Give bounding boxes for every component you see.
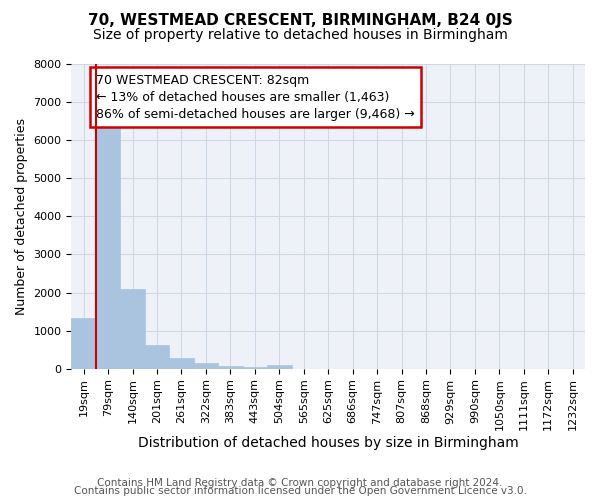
Bar [242,367,267,368]
Bar [96,118,121,368]
Text: 70, WESTMEAD CRESCENT, BIRMINGHAM, B24 0JS: 70, WESTMEAD CRESCENT, BIRMINGHAM, B24 0… [88,12,512,28]
Y-axis label: Number of detached properties: Number of detached properties [15,118,28,315]
Bar [194,363,218,368]
Bar [218,366,242,368]
Bar [121,288,145,368]
Bar [71,318,96,368]
Text: Size of property relative to detached houses in Birmingham: Size of property relative to detached ho… [92,28,508,42]
Text: 70 WESTMEAD CRESCENT: 82sqm
← 13% of detached houses are smaller (1,463)
86% of : 70 WESTMEAD CRESCENT: 82sqm ← 13% of det… [97,74,415,120]
Bar [169,358,194,368]
Text: Contains HM Land Registry data © Crown copyright and database right 2024.: Contains HM Land Registry data © Crown c… [97,478,503,488]
Bar [267,366,292,368]
Bar [145,345,169,368]
Text: Contains public sector information licensed under the Open Government Licence v3: Contains public sector information licen… [74,486,526,496]
X-axis label: Distribution of detached houses by size in Birmingham: Distribution of detached houses by size … [138,436,518,450]
